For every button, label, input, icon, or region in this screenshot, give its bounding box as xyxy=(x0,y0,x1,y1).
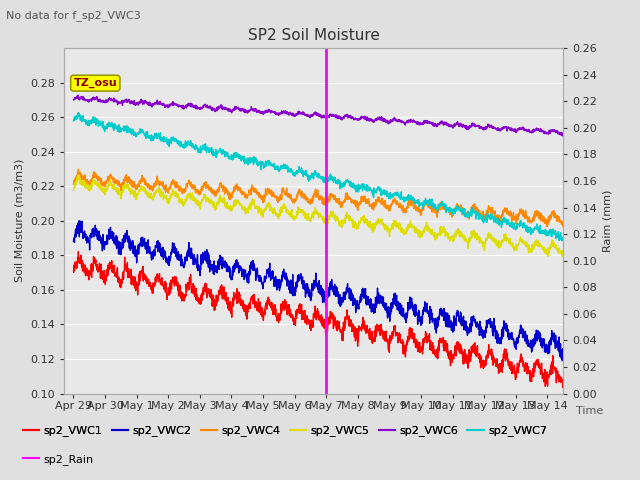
Y-axis label: Soil Moisture (m3/m3): Soil Moisture (m3/m3) xyxy=(15,159,24,283)
Text: TZ_osu: TZ_osu xyxy=(74,78,117,88)
Y-axis label: Raim (mm): Raim (mm) xyxy=(603,190,612,252)
Title: SP2 Soil Moisture: SP2 Soil Moisture xyxy=(248,28,380,43)
Legend: sp2_VWC1, sp2_VWC2, sp2_VWC4, sp2_VWC5, sp2_VWC6, sp2_VWC7: sp2_VWC1, sp2_VWC2, sp2_VWC4, sp2_VWC5, … xyxy=(19,421,552,441)
Text: Time: Time xyxy=(576,406,604,416)
Legend: sp2_Rain: sp2_Rain xyxy=(19,450,99,469)
Text: No data for f_sp2_VWC3: No data for f_sp2_VWC3 xyxy=(6,10,141,21)
